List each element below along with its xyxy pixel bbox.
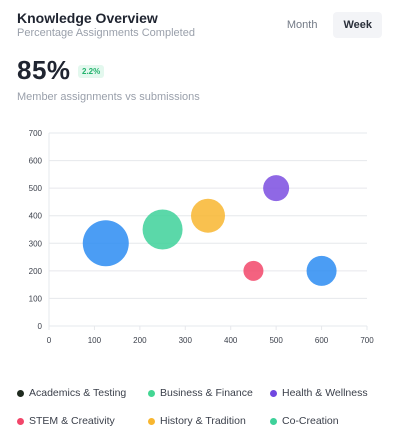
legend-item-stem-creativity[interactable]: STEM & Creativity — [17, 414, 148, 428]
bubble-point — [263, 175, 290, 202]
legend-item-academics-testing[interactable]: Academics & Testing — [17, 386, 148, 400]
legend-dot-icon — [17, 417, 24, 425]
legend-label: Academics & Testing — [29, 387, 127, 399]
legend-dot-icon — [270, 417, 277, 425]
bubble-point — [142, 209, 183, 250]
card-title: Knowledge Overview — [17, 10, 158, 26]
bubble-point — [82, 220, 129, 267]
x-tick-label: 400 — [224, 336, 238, 345]
bubble-chart: 0 100 200 300 400 500 600 700 0 100 200 300 400 500 60… — [29, 129, 375, 345]
bubble-point — [191, 198, 225, 233]
y-tick-label: 100 — [29, 294, 43, 303]
legend-label: Health & Wellness — [282, 387, 368, 399]
x-tick-label: 600 — [315, 336, 329, 345]
y-tick-label: 200 — [29, 267, 43, 276]
legend-item-history-tradition[interactable]: History & Tradition — [148, 414, 270, 428]
x-tick-label: 100 — [88, 336, 102, 345]
legend-label: STEM & Creativity — [29, 415, 115, 427]
period-toggle: Month Week — [271, 12, 382, 38]
y-tick-label: 300 — [29, 239, 43, 248]
card-subtitle: Percentage Assignments Completed — [17, 27, 195, 39]
legend-label: History & Tradition — [160, 415, 246, 427]
bubble-point — [243, 260, 264, 281]
legend-dot-icon — [17, 389, 24, 397]
month-toggle-button[interactable]: Month — [286, 19, 318, 31]
legend-dot-icon — [148, 417, 155, 425]
legend-label: Co-Creation — [282, 415, 339, 427]
x-tick-label: 300 — [179, 336, 193, 345]
legend-row: STEM & Creativity History & Tradition Co… — [17, 414, 387, 428]
y-tick-label: 700 — [29, 129, 43, 138]
completion-percentage: 85% — [17, 55, 71, 85]
x-tick-label: 700 — [360, 336, 374, 345]
metric-caption: Member assignments vs submissions — [17, 91, 200, 103]
week-toggle-button[interactable]: Week — [333, 12, 382, 38]
x-tick-label: 500 — [269, 336, 283, 345]
bubble-point — [306, 255, 337, 286]
legend-item-health-wellness[interactable]: Health & Wellness — [270, 386, 368, 400]
legend-item-co-creation[interactable]: Co-Creation — [270, 414, 339, 428]
legend-item-business-finance[interactable]: Business & Finance — [148, 386, 270, 400]
delta-badge: 2.2% — [78, 65, 105, 78]
legend-dot-icon — [148, 389, 155, 397]
legend-dot-icon — [270, 389, 277, 397]
x-tick-label: 200 — [133, 336, 147, 345]
legend-label: Business & Finance — [160, 387, 253, 399]
y-tick-label: 500 — [29, 184, 43, 193]
x-tick-label: 0 — [47, 336, 52, 345]
chart-legend: Academics & Testing Business & Finance H… — [17, 386, 387, 442]
y-tick-label: 400 — [29, 212, 43, 221]
y-tick-label: 0 — [38, 322, 43, 331]
legend-row: Academics & Testing Business & Finance H… — [17, 386, 387, 400]
y-tick-label: 600 — [29, 157, 43, 166]
